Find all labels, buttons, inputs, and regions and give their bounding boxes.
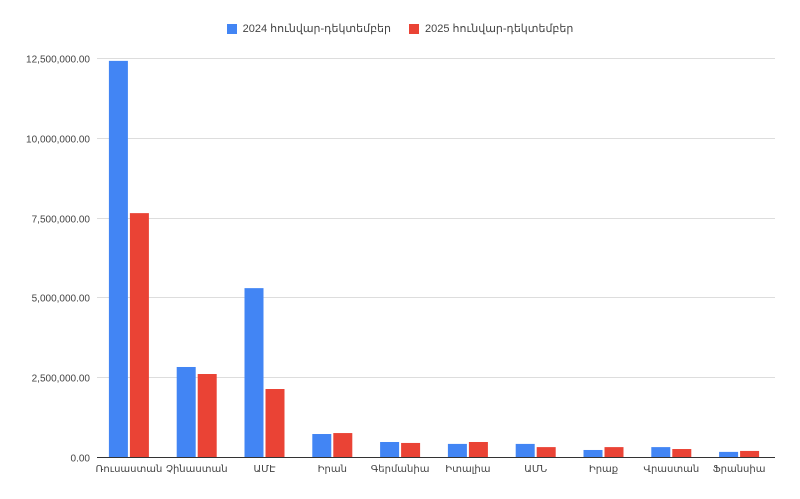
bar-2025: [672, 449, 692, 457]
x-tick-label: Վրաստան: [643, 464, 699, 475]
x-tick-label: ԱՄԷ: [254, 464, 277, 475]
bar-2024: [244, 288, 264, 457]
x-tick-label: Իտալիա: [445, 464, 490, 475]
bar-2025: [265, 389, 285, 457]
bar-2025: [401, 442, 421, 457]
bar-2025: [468, 441, 488, 457]
y-tick-label: 7,500,000.00: [32, 215, 91, 226]
bar-2025: [604, 447, 624, 457]
x-tick-label: Իրաք: [589, 464, 618, 475]
bar-2025: [333, 433, 353, 457]
bar-2024: [515, 443, 535, 457]
legend-swatch-2024: [226, 23, 237, 34]
bar-2024: [583, 449, 603, 457]
bar-2025: [129, 213, 149, 457]
y-tick-label: 0.00: [71, 454, 91, 465]
legend-item-2025[interactable]: 2025 հունվար-դեկտեմբեր: [409, 22, 573, 35]
bar-2024: [380, 441, 400, 457]
bar-2024: [651, 447, 671, 457]
y-tick-label: 10,000,000.00: [26, 135, 90, 146]
bar-2025: [536, 447, 556, 457]
y-tick-label: 12,500,000.00: [26, 55, 90, 66]
legend-label-2025: 2025 հունվար-դեկտեմբեր: [425, 23, 574, 35]
y-tick-label: 5,000,000.00: [32, 294, 91, 305]
legend-swatch-2025: [409, 23, 419, 34]
x-tick-label: Ֆրանսիա: [713, 464, 766, 475]
x-tick-label: Գերմանիա: [371, 464, 430, 475]
x-tick-label: Չինաստան: [166, 464, 228, 475]
legend: 2024 հունվար-դեկտեմբեր 2025 հունվար-դեկտ…: [0, 22, 800, 35]
x-tick-label: Իրան: [318, 464, 347, 475]
x-tick-label: Ռուսաստան: [95, 464, 162, 475]
legend-item-2024[interactable]: 2024 հունվար-դեկտեմբեր: [226, 22, 391, 35]
bar-2025: [740, 450, 760, 457]
legend-label-2024: 2024 հունվար-դեկտեմբեր: [242, 23, 391, 35]
bar-2024: [176, 366, 196, 457]
bar-2024: [108, 60, 128, 457]
y-tick-label: 2,500,000.00: [32, 374, 91, 385]
x-tick-label: ԱՄՆ: [524, 464, 547, 475]
bar-2024: [312, 434, 332, 457]
bar-2025: [197, 374, 217, 457]
bar-2024: [719, 451, 739, 457]
bar-2024: [447, 443, 467, 457]
